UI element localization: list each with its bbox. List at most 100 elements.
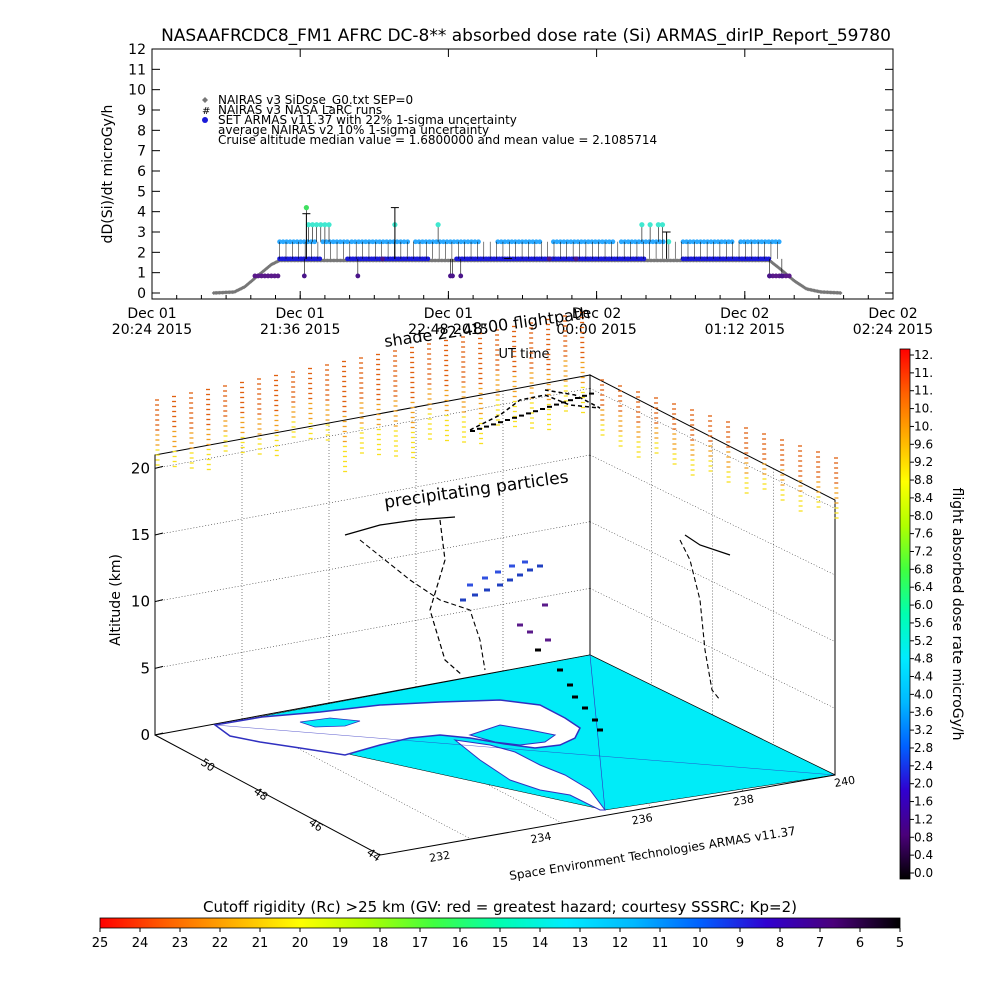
precipitating-particle-streaks — [155, 311, 839, 519]
armas-high-point — [394, 239, 400, 245]
armas-high-point — [451, 239, 457, 245]
armas-high-point — [578, 239, 584, 245]
armas-high-point — [498, 239, 504, 245]
altitude-tick-label: 15 — [131, 526, 150, 544]
armas-high-point — [554, 239, 560, 245]
dose-colorbar-tick-label: 8.0 — [914, 509, 933, 523]
armas-high-point — [715, 239, 721, 245]
flight-top-dose-point — [484, 425, 489, 428]
flight-top-dose-point — [505, 419, 510, 421]
rigidity-colorbar-tick-label: 15 — [492, 936, 509, 951]
longitude-tick-label: 240 — [833, 774, 856, 790]
altitude-tick-mark — [154, 465, 164, 469]
armas-high-point — [606, 239, 612, 245]
armas-low-point — [770, 273, 776, 279]
legend-entry: Cruise altitude median value = 1.6800000… — [218, 133, 657, 147]
dose-colorbar-tick-label: 6.4 — [914, 580, 933, 594]
armas-high-point — [455, 239, 460, 245]
y-tick-label: 1 — [137, 266, 146, 282]
dose-colorbar-tick-label: 12. — [914, 348, 933, 362]
flight-top-dose-point — [554, 403, 559, 406]
armas-low-point — [268, 273, 274, 279]
flight-dose-point — [495, 570, 501, 574]
flight-top-dose-point — [533, 410, 538, 413]
flight-dose-point — [472, 593, 478, 597]
x-tick-date: Dec 02 — [572, 306, 621, 322]
armas-dip-point — [380, 256, 385, 262]
dose-colorbar-tick-label: 0.4 — [914, 848, 933, 862]
armas-high-point — [458, 239, 464, 245]
armas-peak-point — [639, 222, 645, 228]
armas-high-point — [472, 239, 478, 245]
flight-top-dose-point — [491, 423, 496, 426]
legend-hash-marker: # — [202, 106, 210, 117]
rigidity-colorbar-title: Cutoff rigidity (Rc) >25 km (GV: red = g… — [203, 898, 797, 916]
flight-top-dose-point — [477, 427, 482, 430]
latitude-tick-label: 50 — [198, 756, 217, 775]
dose-colorbar-tick-label: 4.0 — [914, 687, 933, 701]
dose-colorbar-tick-label: 2.0 — [914, 777, 933, 791]
armas-low-point — [773, 273, 779, 279]
flight-top-dose-point — [575, 397, 580, 399]
flight-dose-point — [509, 564, 515, 568]
armas-high-point — [752, 239, 758, 245]
rigidity-colorbar-tick-label: 18 — [372, 936, 389, 951]
rigidity-colorbar: Cutoff rigidity (Rc) >25 km (GV: red = g… — [92, 898, 904, 951]
rigidity-colorbar-tick-label: 20 — [292, 936, 309, 951]
armas-high-point — [660, 239, 666, 245]
armas-high-point — [585, 239, 591, 245]
dose-colorbar-tick-label: 2.8 — [914, 741, 933, 755]
armas-high-point — [287, 239, 293, 245]
y-tick-label: 4 — [137, 205, 146, 221]
precipitating-particles-annotation: precipitating particles — [383, 467, 570, 513]
armas-high-point — [568, 239, 574, 245]
grid-horizontal-right — [589, 521, 836, 642]
altitude-tick-mark — [154, 599, 164, 603]
armas-dip-point — [573, 256, 579, 262]
land-mass — [213, 699, 581, 756]
inland-water — [468, 724, 557, 746]
armas-high-point — [363, 239, 369, 245]
figure-title: NASAAFRCDC8_FM1 AFRC DC-8** absorbed dos… — [161, 26, 891, 46]
armas-high-point — [650, 239, 656, 245]
armas-dip-point — [458, 273, 464, 279]
armas-high-point — [441, 239, 446, 245]
armas-high-point — [687, 239, 693, 245]
x-tick-date: Dec 01 — [127, 306, 176, 322]
armas-high-point — [575, 239, 581, 245]
flight-dose-point — [597, 728, 603, 732]
dose-colorbar-tick-label: 8.8 — [914, 473, 933, 487]
dose-colorbar-tick-label: 3.6 — [914, 705, 933, 719]
x-tick-date: Dec 02 — [868, 306, 917, 322]
x-tick-time: 02:24 2015 — [853, 322, 933, 338]
rigidity-colorbar-tick-label: 12 — [612, 936, 629, 951]
flight-dose-point — [535, 648, 541, 652]
y-tick-label: 0 — [137, 286, 146, 302]
armas-dip-point — [450, 273, 455, 279]
armas-high-point — [646, 239, 652, 245]
armas-dip-point — [767, 273, 772, 279]
armas-high-point — [745, 239, 751, 245]
rigidity-colorbar-tick-label: 21 — [252, 936, 269, 951]
dose-colorbar-ticks: 12. 11. 11. 10. 10. 9.6 9.2 8.8 8.4 8.0 7.6 7.2 6.8 6… — [910, 348, 933, 880]
flight-dose-point — [537, 564, 543, 568]
armas-high-point — [387, 239, 393, 245]
armas-high-point — [636, 239, 642, 245]
rigidity-colorbar-strip — [99, 917, 901, 929]
rigidity-colorbar-tick-label: 9 — [736, 936, 744, 951]
armas-high-point — [512, 239, 518, 245]
armas-peak-point — [659, 222, 666, 228]
y-tick-label: 9 — [137, 103, 146, 119]
flight-dose-point — [567, 683, 573, 687]
flight-dose-point — [545, 638, 551, 642]
timeseries-x-axis-label: UT time — [499, 347, 550, 362]
rigidity-colorbar-tick-label: 24 — [132, 936, 149, 951]
armas-high-point — [356, 239, 362, 245]
armas-high-point — [564, 239, 570, 245]
armas-peak-point — [647, 222, 653, 228]
armas-high-point — [373, 239, 379, 245]
rigidity-colorbar-ticks: 25 24 23 22 21 20 19 18 17 16 15 14 13 12 11 10 9 8 7 6 5 — [92, 928, 904, 951]
armas-low-point — [259, 273, 264, 279]
flight-dose-point — [557, 668, 563, 672]
